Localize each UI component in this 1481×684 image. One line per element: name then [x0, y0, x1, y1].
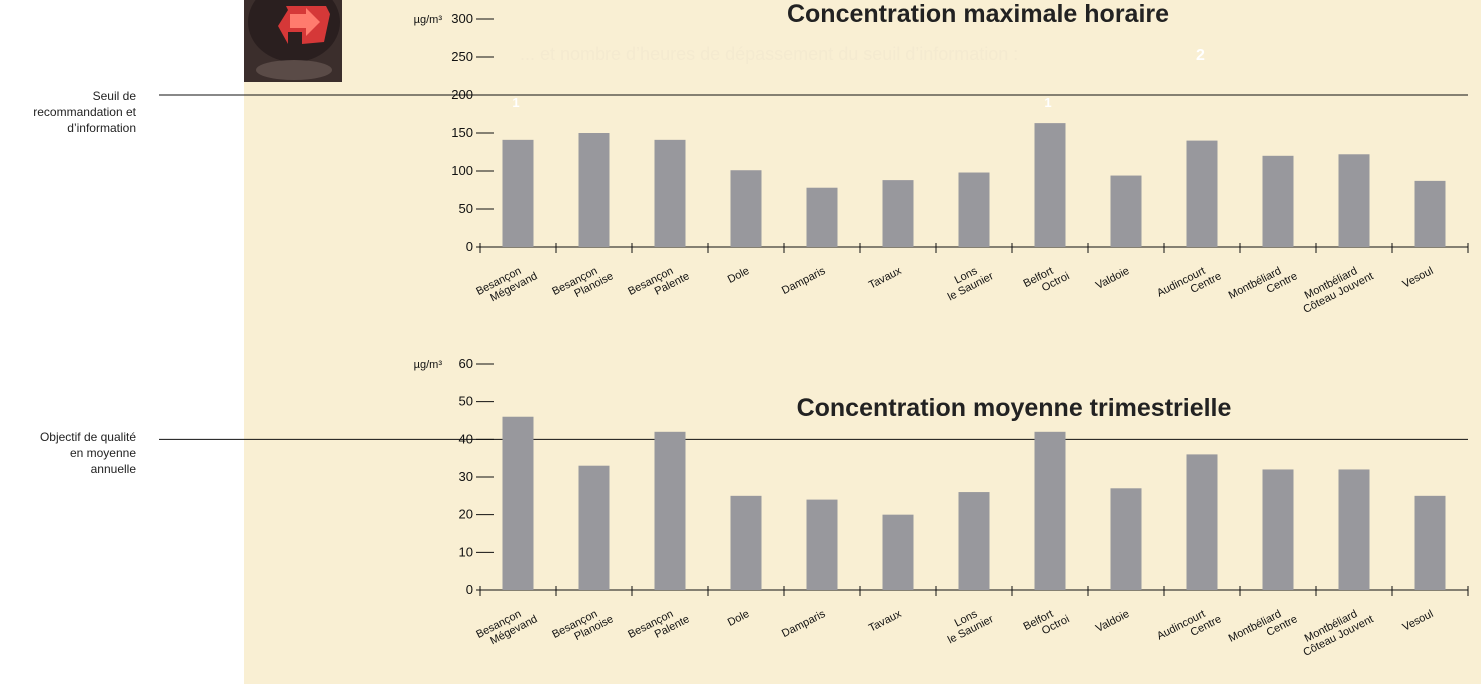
y-axis-unit-label: µg/m³ — [414, 359, 443, 371]
x-category-label: Valdoie — [1094, 608, 1131, 635]
bar-count-label: 1 — [512, 95, 519, 110]
bar-count-label: 1 — [1044, 95, 1051, 110]
bar — [730, 170, 762, 247]
y-tick-label: 0 — [466, 239, 473, 254]
bar — [1338, 154, 1370, 247]
y-tick-label: 50 — [459, 201, 473, 216]
bar — [958, 492, 990, 590]
bar — [958, 172, 990, 247]
x-category-label: Dole — [726, 265, 752, 286]
x-category-label: MontbéliardCentre — [1227, 260, 1300, 313]
x-category-label-line: Tavaux — [867, 265, 904, 292]
x-category-label: Tavaux — [867, 608, 904, 635]
x-category-label: BesançonMégevand — [474, 603, 539, 652]
y-tick-label: 50 — [459, 394, 473, 409]
red-arrow-traffic-sign-icon — [244, 0, 342, 82]
bar — [806, 187, 838, 247]
x-category-label: BelfortOctroi — [1022, 260, 1072, 301]
bar — [1034, 123, 1066, 247]
x-category-label: Tavaux — [867, 265, 904, 292]
bar — [578, 133, 610, 247]
bar — [806, 499, 838, 590]
x-category-label-line: Valdoie — [1094, 608, 1131, 635]
chart-title: Concentration moyenne trimestrielle — [797, 394, 1232, 422]
bar — [654, 431, 686, 590]
bar — [730, 495, 762, 590]
bar — [1110, 488, 1142, 590]
bar — [1414, 495, 1446, 590]
bar — [1414, 180, 1446, 247]
x-category-label: Damparis — [780, 608, 828, 640]
bar — [1186, 140, 1218, 247]
x-category-label: Valdoie — [1094, 265, 1131, 292]
bar — [1262, 155, 1294, 247]
x-category-label: Lonsle Saunier — [940, 259, 995, 303]
x-category-label: BesançonPalente — [626, 260, 691, 309]
y-tick-label: 60 — [459, 356, 473, 371]
y-tick-label: 300 — [451, 11, 473, 26]
traffic-sign-photo — [244, 0, 342, 82]
y-tick-label: 10 — [459, 544, 473, 559]
chart-subtitle-value: 2 — [1196, 47, 1205, 64]
x-category-label: MontbéliardCentre — [1227, 603, 1300, 656]
bar — [882, 514, 914, 590]
x-category-label: Lonsle Saunier — [940, 602, 995, 646]
x-category-label: MontbéliardCôteau Jouvent — [1296, 603, 1376, 659]
side-label-line: Objectif de qualité — [39, 430, 136, 444]
bar — [502, 139, 534, 247]
x-category-label-line: Damparis — [780, 265, 828, 297]
x-category-label-line: Vesoul — [1400, 265, 1435, 291]
chart-title: Concentration maximale horaire — [787, 0, 1169, 28]
y-tick-label: 150 — [451, 125, 473, 140]
x-category-label: AudincourtCentre — [1155, 260, 1223, 311]
x-category-label: BesançonPlanoise — [550, 603, 615, 652]
side-label-quality-objective: Objectif de qualité en moyenne annuelle — [40, 429, 136, 477]
bar — [1110, 175, 1142, 247]
x-category-label-line: Dole — [726, 608, 752, 629]
y-tick-label: 100 — [451, 163, 473, 178]
x-category-label: MontbéliardCôteau Jouvent — [1296, 260, 1376, 316]
bar — [654, 139, 686, 247]
side-label-information-threshold: Seuil de recommandation et d’information — [33, 88, 136, 136]
bar — [1262, 469, 1294, 590]
x-category-label-line: Tavaux — [867, 608, 904, 635]
side-label-line: annuelle — [90, 462, 136, 476]
side-label-line: Seuil de — [92, 89, 136, 103]
y-tick-label: 250 — [451, 49, 473, 64]
x-category-label-line: Damparis — [780, 608, 828, 640]
x-category-label: Damparis — [780, 265, 828, 297]
bar — [1186, 454, 1218, 590]
x-category-label: BesançonMégevand — [474, 260, 539, 309]
bar — [882, 180, 914, 247]
x-category-label: BelfortOctroi — [1022, 603, 1072, 644]
chart-subtitle: ... et nombre d’heures de dépassement du… — [520, 44, 1018, 64]
side-label-line: recommandation et — [33, 105, 136, 119]
y-axis-unit-label: µg/m³ — [414, 14, 443, 26]
bar — [502, 416, 534, 590]
x-category-label-line: Valdoie — [1094, 265, 1131, 292]
y-tick-label: 0 — [466, 582, 473, 597]
bar — [1034, 431, 1066, 590]
x-category-label: Dole — [726, 608, 752, 629]
y-tick-label: 20 — [459, 507, 473, 522]
side-label-line: en moyenne — [69, 446, 136, 460]
y-tick-label: 30 — [459, 469, 473, 484]
x-category-label: AudincourtCentre — [1155, 603, 1223, 654]
side-label-line: d’information — [67, 121, 136, 135]
x-category-label: BesançonPlanoise — [550, 260, 615, 309]
x-category-label: BesançonPalente — [626, 603, 691, 652]
x-category-label: Vesoul — [1400, 265, 1435, 291]
x-category-label-line: Dole — [726, 265, 752, 286]
bar — [578, 465, 610, 590]
x-category-label: Vesoul — [1400, 608, 1435, 634]
bar — [1338, 469, 1370, 590]
x-category-label-line: Vesoul — [1400, 608, 1435, 634]
